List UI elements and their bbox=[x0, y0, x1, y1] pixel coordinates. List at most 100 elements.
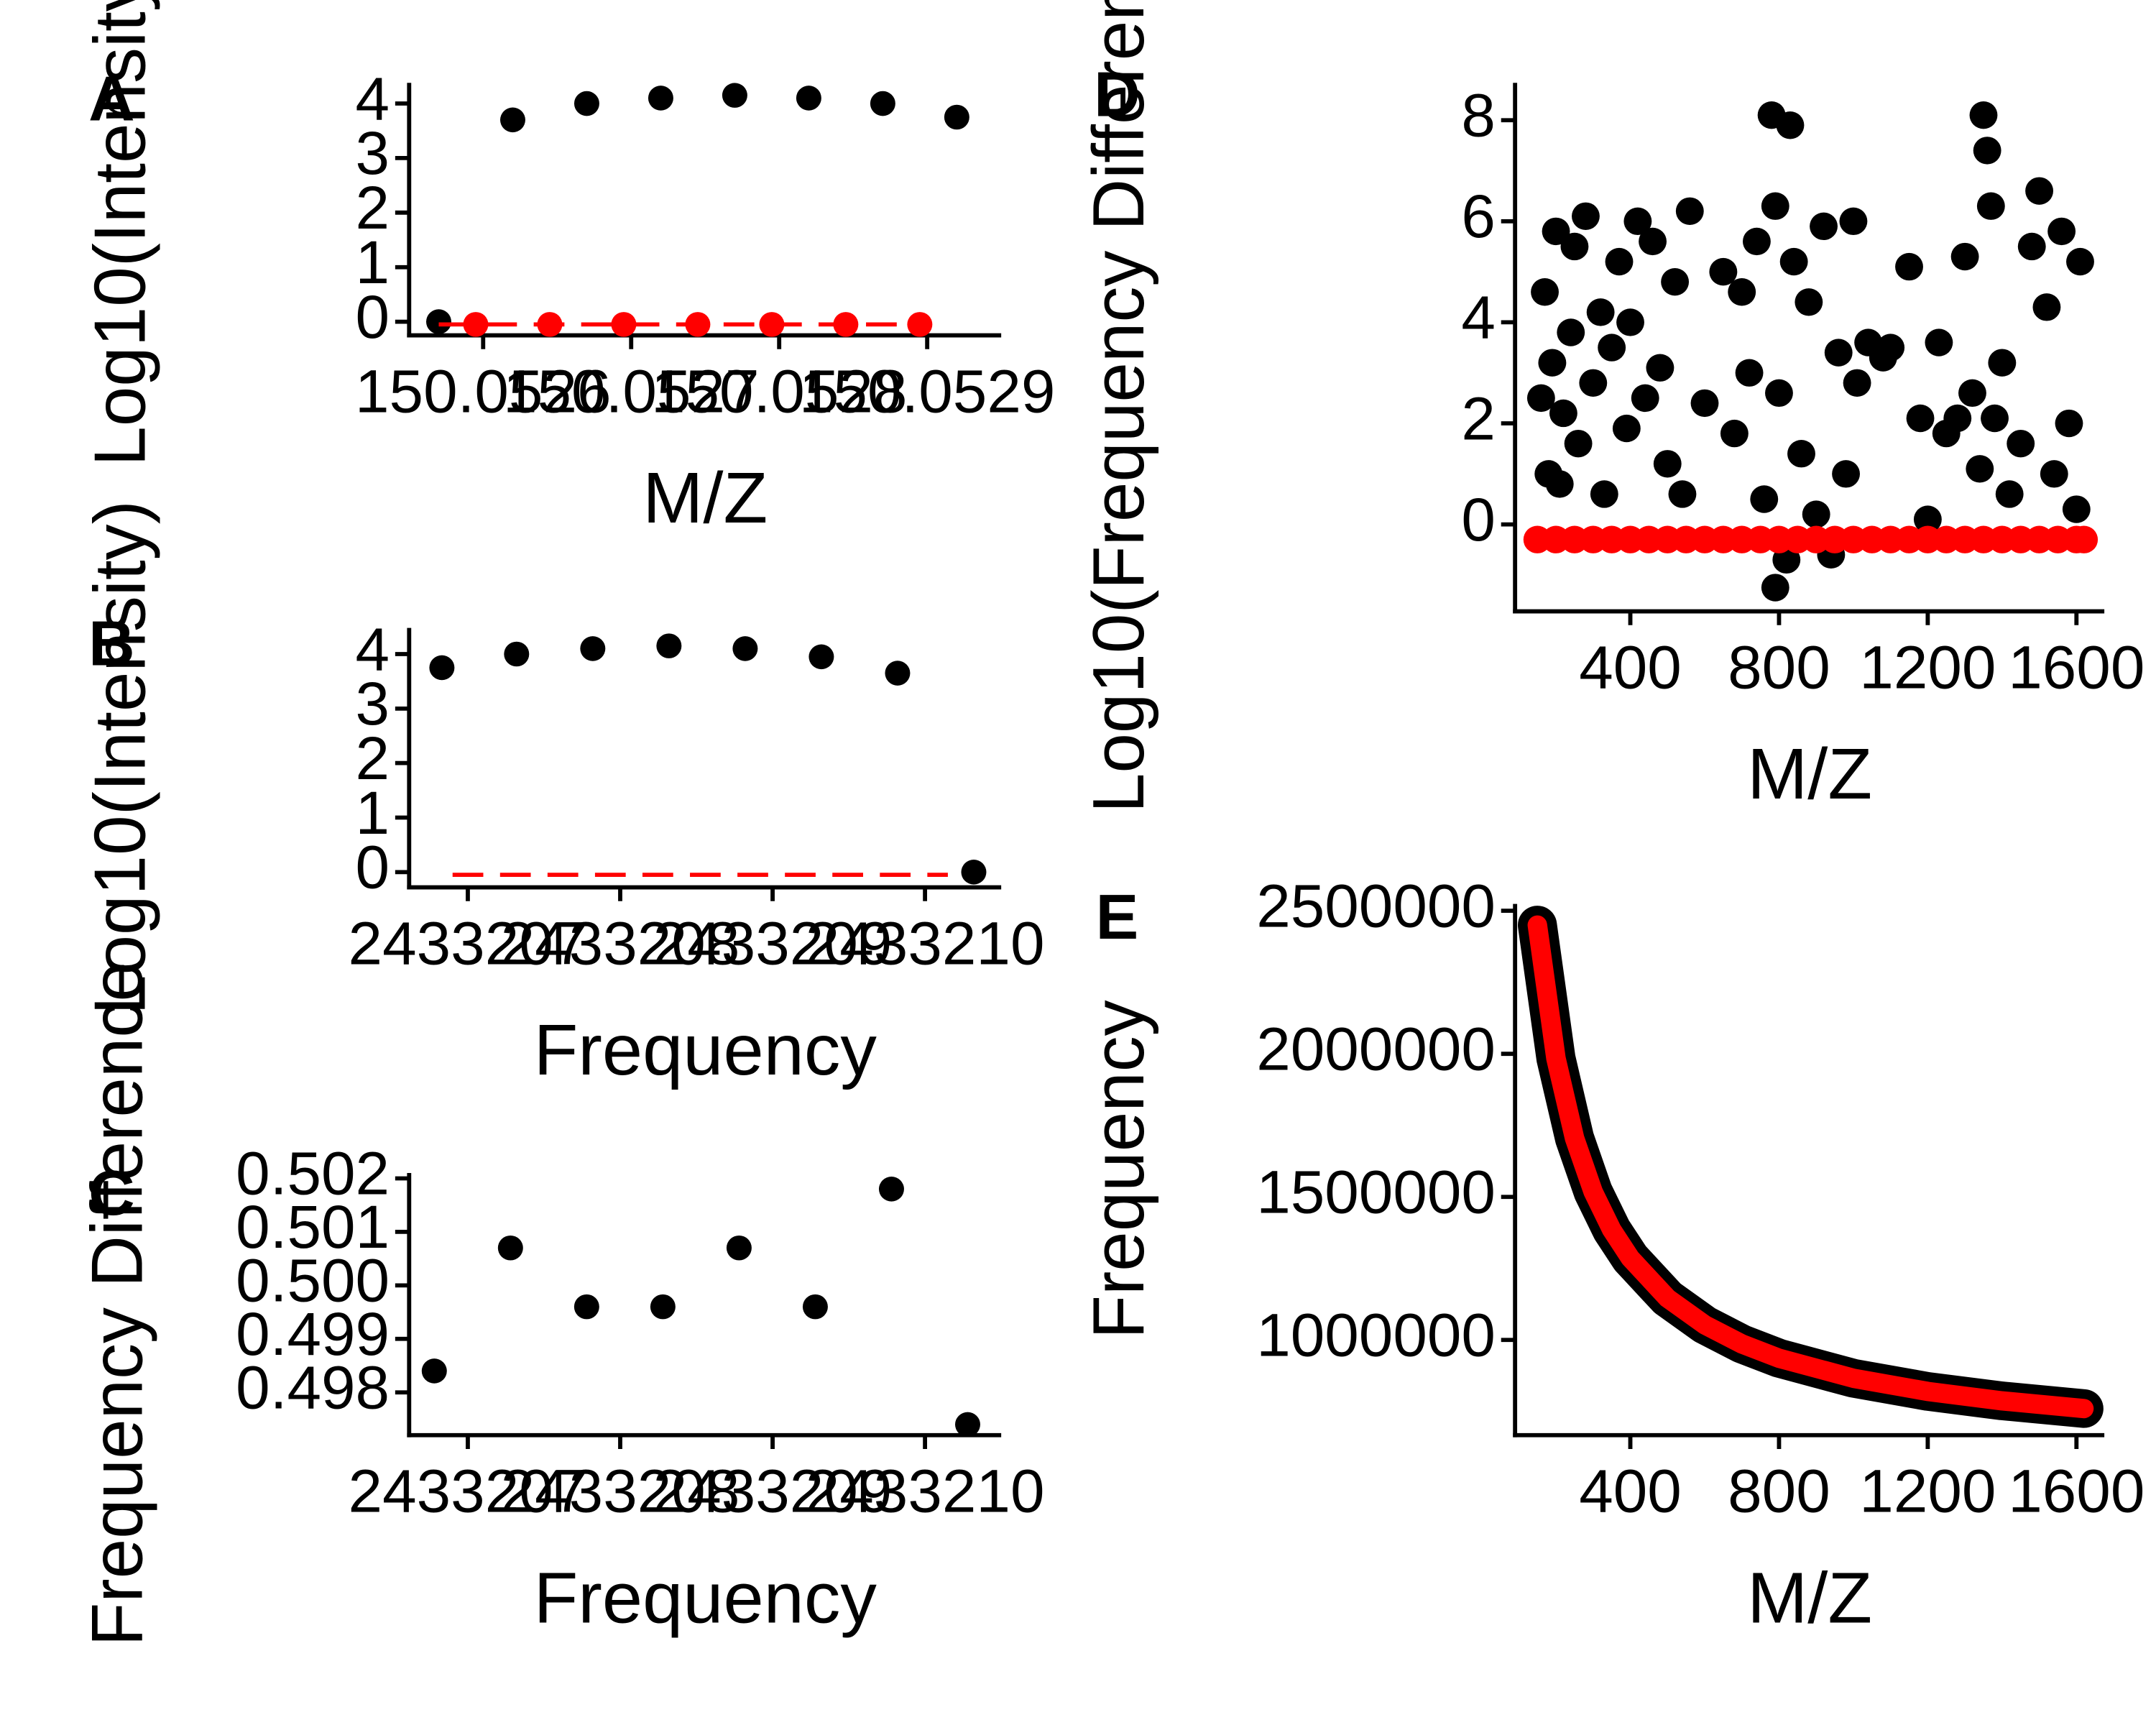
data-point bbox=[726, 1235, 752, 1261]
data-point bbox=[1832, 460, 1861, 488]
data-point bbox=[573, 1294, 599, 1320]
y-tick-label: 4 bbox=[356, 65, 390, 133]
panel: 0 2 4 6 8 400 800 1200 1600 M/Z Log10(Frequency Di… bbox=[1078, 0, 2145, 814]
data-point bbox=[1981, 404, 2009, 433]
data-point bbox=[1973, 137, 2001, 165]
data-point bbox=[573, 91, 599, 116]
data-point bbox=[1616, 308, 1644, 336]
data-point bbox=[802, 1294, 828, 1320]
data-point bbox=[426, 309, 451, 334]
x-tick-label: 1600 bbox=[2008, 1458, 2145, 1525]
x-axis-title: Frequency bbox=[534, 1558, 877, 1638]
x-tick-label: 400 bbox=[1579, 1458, 1682, 1525]
data-point bbox=[1542, 217, 1570, 246]
x-tick-label: 2433210 bbox=[806, 1458, 1045, 1525]
data-point bbox=[878, 1177, 904, 1202]
data-point bbox=[1802, 500, 1830, 528]
y-tick-label: 2000000 bbox=[1256, 1016, 1496, 1083]
x-tick-label: 2433207 bbox=[349, 910, 588, 978]
x-tick-label: 150.0528 bbox=[651, 358, 908, 426]
y-tick-label: 0.500 bbox=[236, 1247, 390, 1315]
data-point bbox=[1742, 227, 1771, 256]
data-point bbox=[2066, 247, 2094, 276]
x-tick-label: 2433210 bbox=[806, 910, 1045, 978]
data-point bbox=[2040, 460, 2068, 488]
series-line bbox=[1517, 906, 2104, 1428]
data-point bbox=[1779, 247, 1808, 276]
data-point bbox=[1675, 197, 1704, 225]
x-tick-label: 1600 bbox=[2008, 634, 2145, 702]
x-tick-label: 800 bbox=[1728, 1458, 1830, 1525]
x-axis-title: Frequency bbox=[534, 1011, 877, 1090]
data-point bbox=[580, 636, 606, 661]
data-point bbox=[648, 86, 673, 111]
data-point bbox=[499, 107, 525, 133]
x-tick-label: 150.0529 bbox=[799, 358, 1056, 426]
y-tick-label: 1500000 bbox=[1256, 1159, 1496, 1226]
data-point bbox=[759, 312, 785, 337]
data-point bbox=[1969, 101, 1998, 129]
data-point bbox=[537, 312, 563, 337]
y-axis-title: Frequency bbox=[1078, 1000, 1159, 1339]
data-point bbox=[1531, 278, 1559, 306]
data-point bbox=[907, 312, 933, 337]
x-tick-label: 400 bbox=[1579, 634, 1682, 702]
data-point bbox=[1895, 252, 1923, 281]
x-tick-label: 2433209 bbox=[653, 1458, 893, 1525]
data-point bbox=[1538, 349, 1567, 377]
data-point bbox=[1988, 349, 2017, 377]
data-point bbox=[1958, 379, 1986, 408]
data-point bbox=[1761, 574, 1789, 602]
data-point bbox=[954, 1412, 980, 1438]
y-tick-label: 2 bbox=[356, 175, 390, 242]
data-point bbox=[1639, 227, 1667, 256]
panel: 0.4980.4990.5000.5010.502243320724332082… bbox=[77, 962, 1044, 1647]
data-point bbox=[732, 636, 758, 661]
y-tick-label: 8 bbox=[1461, 82, 1496, 150]
data-point bbox=[1605, 247, 1634, 276]
data-point bbox=[2047, 217, 2076, 246]
data-point bbox=[1690, 389, 1719, 418]
y-tick-label: 6 bbox=[1461, 183, 1496, 251]
data-point bbox=[885, 661, 911, 686]
y-tick-label: 2 bbox=[1461, 385, 1496, 453]
data-point bbox=[1943, 404, 1972, 433]
data-point bbox=[650, 1294, 676, 1320]
data-point bbox=[685, 312, 711, 337]
y-tick-label: 0.501 bbox=[236, 1194, 390, 1261]
y-tick-label: 3 bbox=[356, 120, 390, 188]
data-point bbox=[833, 312, 859, 337]
data-point bbox=[1612, 414, 1641, 443]
x-tick-label: 2433207 bbox=[349, 1458, 588, 1525]
data-point bbox=[2055, 409, 2083, 438]
data-point bbox=[1876, 334, 1905, 362]
data-point bbox=[808, 644, 834, 670]
data-point bbox=[1913, 505, 1942, 533]
panel-label: C bbox=[88, 1157, 135, 1228]
y-tick-label: 0 bbox=[356, 283, 390, 351]
data-point bbox=[1966, 455, 1994, 483]
data-point bbox=[2007, 429, 2035, 458]
y-tick-label: 4 bbox=[1461, 284, 1496, 351]
data-point bbox=[463, 312, 489, 337]
y-axis-title: Log10(Intensity) bbox=[80, 0, 161, 466]
data-point bbox=[1906, 404, 1935, 433]
data-point bbox=[1824, 339, 1853, 367]
x-tick-label: 1200 bbox=[1859, 1458, 1996, 1525]
data-point bbox=[1728, 278, 1756, 306]
y-axis-title: Log10(Intensity) bbox=[80, 500, 161, 1015]
data-point bbox=[421, 1358, 447, 1384]
data-point bbox=[1787, 440, 1815, 468]
panel-label: B bbox=[88, 608, 135, 678]
data-point bbox=[1598, 334, 1626, 362]
y-tick-label: 0 bbox=[1461, 486, 1496, 553]
data-point bbox=[1560, 232, 1589, 261]
x-tick-label: 800 bbox=[1728, 634, 1830, 702]
data-point bbox=[1661, 267, 1690, 296]
panel-label: E bbox=[1096, 881, 1139, 952]
data-point bbox=[1590, 480, 1618, 508]
data-point bbox=[1709, 257, 1738, 286]
data-point bbox=[1586, 298, 1615, 326]
x-tick-label: 150.0526 bbox=[355, 358, 612, 426]
